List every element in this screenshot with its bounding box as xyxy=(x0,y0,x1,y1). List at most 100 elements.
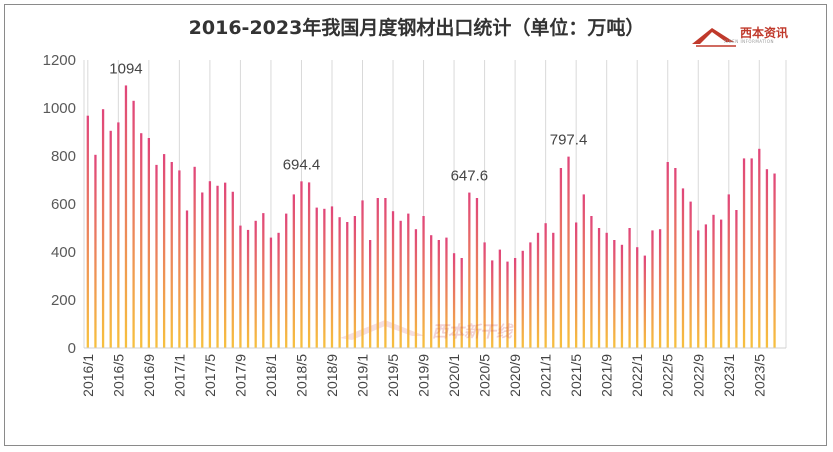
bar xyxy=(559,168,563,348)
bar xyxy=(162,154,166,348)
bar xyxy=(155,164,158,348)
bar xyxy=(185,210,189,348)
bar xyxy=(544,223,547,348)
x-tick-label: 2023/5 xyxy=(751,354,767,397)
bar xyxy=(636,247,639,348)
x-tick-label: 2020/9 xyxy=(507,354,523,397)
bar xyxy=(597,228,601,348)
bar xyxy=(132,100,135,348)
x-tick-label: 2021/1 xyxy=(538,354,554,397)
x-tick-label: 2017/5 xyxy=(202,354,218,397)
bar xyxy=(750,158,753,348)
bar xyxy=(704,224,708,348)
bar xyxy=(506,261,509,348)
bar xyxy=(758,148,761,348)
bar xyxy=(239,225,242,348)
bar xyxy=(468,192,471,348)
bar xyxy=(643,255,646,348)
bar xyxy=(567,156,570,348)
chart-title: 2016-2023年我国月度钢材出口统计（单位：万吨） xyxy=(188,17,645,39)
y-tick-label: 400 xyxy=(51,244,76,261)
bar xyxy=(170,162,173,348)
bar xyxy=(224,182,227,348)
bar xyxy=(681,188,685,348)
bar xyxy=(582,194,585,348)
watermark-text: 西本新干线 xyxy=(432,322,513,341)
x-tick-label: 2023/1 xyxy=(721,354,737,397)
bar xyxy=(147,138,151,348)
bar xyxy=(712,214,715,348)
bar xyxy=(719,219,723,348)
bar xyxy=(208,181,212,348)
bar xyxy=(521,250,524,348)
y-tick-label: 0 xyxy=(68,340,76,357)
x-tick-label: 2022/5 xyxy=(660,354,676,397)
bar xyxy=(529,242,532,348)
watermark-logo xyxy=(340,320,425,340)
bar xyxy=(246,229,250,348)
bar xyxy=(201,192,204,348)
bar xyxy=(338,217,341,348)
bar xyxy=(193,166,196,348)
bar xyxy=(590,216,593,348)
bar xyxy=(124,85,128,348)
bar xyxy=(437,240,440,348)
x-tick-label: 2018/5 xyxy=(293,354,309,397)
bar xyxy=(216,185,219,348)
bar xyxy=(536,232,540,348)
bar xyxy=(613,240,616,348)
bar xyxy=(353,216,357,348)
bar xyxy=(628,228,631,348)
bar xyxy=(674,168,677,348)
bar xyxy=(666,162,669,348)
bar xyxy=(765,169,769,348)
bar xyxy=(422,216,425,348)
x-tick-label: 2017/1 xyxy=(171,354,187,397)
bar xyxy=(254,220,257,348)
brand-logo-subtext: XIBEN INFORMATION xyxy=(724,39,774,44)
data-label: 647.6 xyxy=(451,168,489,185)
y-tick-label: 200 xyxy=(51,292,76,309)
bar xyxy=(735,210,738,348)
bar xyxy=(391,211,395,348)
bar xyxy=(307,182,311,348)
bar xyxy=(483,242,486,348)
bar xyxy=(269,237,273,348)
bar xyxy=(384,198,387,348)
x-tick-label: 2021/9 xyxy=(599,354,615,397)
bar xyxy=(414,229,418,348)
x-tick-label: 2022/1 xyxy=(629,354,645,397)
bar xyxy=(330,206,334,348)
bar xyxy=(361,200,364,348)
bar xyxy=(178,170,181,348)
bar xyxy=(430,235,433,348)
data-label: 1094 xyxy=(109,60,142,77)
bar xyxy=(407,213,410,348)
x-tick-label: 2018/1 xyxy=(263,354,279,397)
bar xyxy=(346,222,349,348)
bar xyxy=(620,244,624,348)
x-tick-label: 2017/9 xyxy=(232,354,248,397)
data-label: 797.4 xyxy=(550,132,588,149)
bar xyxy=(94,154,97,348)
brand-logo xyxy=(692,28,736,47)
bar xyxy=(452,253,456,348)
bar xyxy=(399,220,402,348)
bar xyxy=(140,133,143,348)
bar xyxy=(292,194,295,348)
bar xyxy=(86,115,89,349)
bar xyxy=(231,191,234,348)
bar xyxy=(368,240,372,348)
bar xyxy=(498,249,502,348)
bar xyxy=(742,158,746,348)
y-tick-label: 1200 xyxy=(43,52,76,69)
bar xyxy=(315,207,318,348)
bar xyxy=(651,230,654,348)
x-tick-label: 2019/5 xyxy=(385,354,401,397)
bar xyxy=(277,232,280,348)
bar xyxy=(575,222,578,348)
bar xyxy=(689,201,692,348)
data-label: 694.4 xyxy=(283,156,321,173)
x-tick-label: 2016/9 xyxy=(141,354,157,397)
